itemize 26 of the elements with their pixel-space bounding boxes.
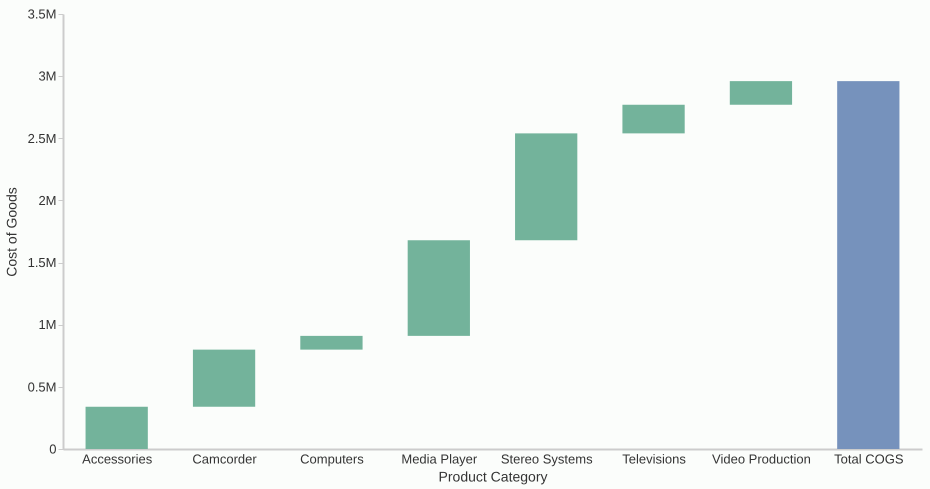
x-tick-label: Total COGS (834, 452, 904, 466)
y-tick-label: 3M (38, 68, 56, 84)
y-tick-label: 3.5M (28, 6, 56, 22)
bar (837, 81, 900, 449)
bar (300, 336, 363, 350)
bar (730, 81, 792, 105)
y-tick-label: 1.5M (28, 255, 56, 270)
x-tick-label: Stereo Systems (500, 452, 594, 466)
y-tick-label: 1M (38, 317, 56, 332)
x-tick-label: Accessories (82, 452, 153, 466)
x-tick-label: Video Production (712, 452, 811, 466)
bar (515, 133, 578, 240)
y-tick-label: 2.5M (28, 130, 56, 146)
bar (192, 350, 256, 407)
bar (86, 406, 148, 449)
x-tick-label: Televisions (622, 452, 686, 466)
y-tick-label: 0.5M (28, 379, 56, 394)
y-axis-title: Cost of Goods (4, 187, 20, 277)
bar (408, 240, 470, 336)
x-tick-label: Computers (300, 452, 364, 466)
x-axis-title: Product Category (438, 468, 548, 484)
y-tick-label: 0 (49, 442, 56, 456)
bar (622, 104, 685, 134)
x-tick-label: Camcorder (192, 452, 258, 466)
x-tick-label: Media Player (401, 452, 478, 466)
y-tick-label: 2M (38, 192, 56, 208)
